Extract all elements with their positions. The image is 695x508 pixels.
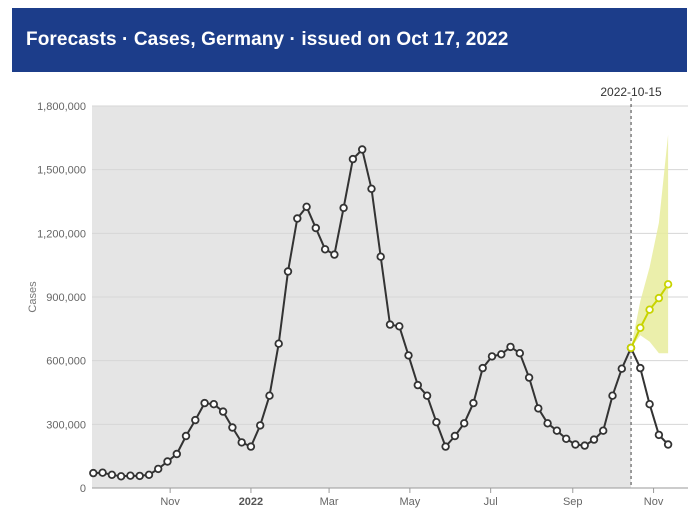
y-tick-label: 1,500,000 bbox=[37, 165, 86, 177]
observed-point bbox=[385, 320, 395, 329]
observed-point bbox=[562, 434, 571, 443]
y-tick-label: 0 bbox=[80, 483, 86, 495]
observed-point bbox=[497, 350, 506, 359]
y-axis: 0 300,000 600,000 900,000 1,200,000 1,500,000… bbox=[37, 101, 86, 495]
observed-point bbox=[376, 252, 385, 261]
observed-point bbox=[413, 380, 422, 390]
observed-point bbox=[181, 431, 191, 441]
observed-point bbox=[228, 423, 237, 432]
observed-point bbox=[358, 145, 367, 154]
observed-point bbox=[89, 468, 98, 478]
observed-point bbox=[107, 470, 117, 479]
x-tick-label: Nov bbox=[160, 496, 180, 508]
y-tick-label: 600,000 bbox=[46, 356, 86, 368]
reference-line-label: 2022-10-15 bbox=[600, 85, 662, 99]
observed-point bbox=[441, 442, 450, 451]
chart-header: Forecasts · Cases, Germany · issued on O… bbox=[12, 8, 687, 72]
observed-point bbox=[153, 464, 163, 474]
observed-point bbox=[144, 470, 154, 479]
observed-point bbox=[293, 214, 302, 223]
observed-point bbox=[460, 419, 469, 428]
x-tick-label: May bbox=[399, 496, 420, 508]
prediction-interval bbox=[631, 134, 669, 354]
observed-point bbox=[534, 404, 543, 413]
y-tick-label: 900,000 bbox=[46, 292, 86, 304]
observed-point bbox=[367, 184, 376, 193]
observed-point bbox=[163, 457, 172, 466]
observed-point bbox=[200, 398, 209, 408]
observed-point bbox=[98, 468, 107, 477]
forecast-point bbox=[663, 280, 673, 289]
x-tick-label: Sep bbox=[563, 496, 583, 508]
x-axis: Nov 2022 Mar May Jul Sep Nov bbox=[92, 487, 688, 508]
observed-point bbox=[339, 203, 348, 213]
observed-point bbox=[283, 267, 293, 276]
observed-point bbox=[450, 431, 460, 441]
observed-point bbox=[663, 440, 673, 449]
observed-point bbox=[265, 391, 274, 400]
observed-point bbox=[348, 154, 358, 164]
y-axis-label: Cases bbox=[27, 281, 39, 313]
observed-point bbox=[172, 449, 181, 459]
observed-point bbox=[589, 435, 599, 444]
observed-point bbox=[654, 430, 664, 440]
observed-point bbox=[432, 418, 441, 427]
forecast-point bbox=[626, 343, 636, 353]
observed-point bbox=[256, 421, 265, 430]
observed-point bbox=[552, 426, 562, 435]
observed-point bbox=[209, 400, 218, 409]
observed-point bbox=[126, 471, 135, 480]
forecast-point bbox=[636, 323, 645, 332]
chart-title: Forecasts · Cases, Germany · issued on O… bbox=[26, 29, 509, 50]
observed-point bbox=[478, 363, 487, 373]
observed-point bbox=[330, 250, 339, 259]
x-tick-label: Nov bbox=[644, 496, 664, 508]
observed-point bbox=[506, 342, 515, 352]
observed-point bbox=[311, 223, 320, 233]
observed-point bbox=[524, 373, 534, 382]
observed-point bbox=[636, 363, 645, 373]
interval-area bbox=[631, 134, 669, 354]
observed-point bbox=[395, 322, 404, 331]
observed-point bbox=[543, 419, 552, 428]
observed-point bbox=[617, 364, 626, 373]
y-tick-label: 1,200,000 bbox=[37, 228, 86, 240]
observed-point bbox=[320, 245, 330, 254]
observed-point bbox=[645, 400, 654, 409]
observed-point bbox=[246, 442, 256, 451]
x-tick-label: 2022 bbox=[239, 496, 263, 508]
observed-point bbox=[135, 471, 144, 481]
observed-point bbox=[608, 391, 617, 400]
observed-point bbox=[274, 339, 283, 348]
series-markers bbox=[89, 145, 673, 481]
observed-point bbox=[237, 438, 246, 447]
observed-point bbox=[599, 426, 608, 435]
y-tick-label: 1,800,000 bbox=[37, 101, 86, 113]
observed-point bbox=[515, 349, 524, 358]
x-tick-label: Jul bbox=[484, 496, 498, 508]
observed-point bbox=[404, 351, 413, 360]
observed-point bbox=[469, 398, 478, 408]
observed-point bbox=[218, 407, 228, 416]
observed-point bbox=[116, 472, 126, 481]
x-tick-label: Mar bbox=[320, 496, 339, 508]
observed-point bbox=[302, 202, 311, 211]
reference-line: 2022-10-15 bbox=[600, 85, 662, 488]
observed-point bbox=[191, 415, 200, 425]
y-tick-label: 300,000 bbox=[46, 419, 86, 431]
observed-point bbox=[571, 440, 580, 449]
observed-point bbox=[422, 391, 432, 400]
forecast-point bbox=[645, 305, 654, 314]
observed-point bbox=[487, 352, 497, 361]
forecast-point bbox=[654, 293, 664, 303]
observed-point bbox=[580, 441, 589, 450]
